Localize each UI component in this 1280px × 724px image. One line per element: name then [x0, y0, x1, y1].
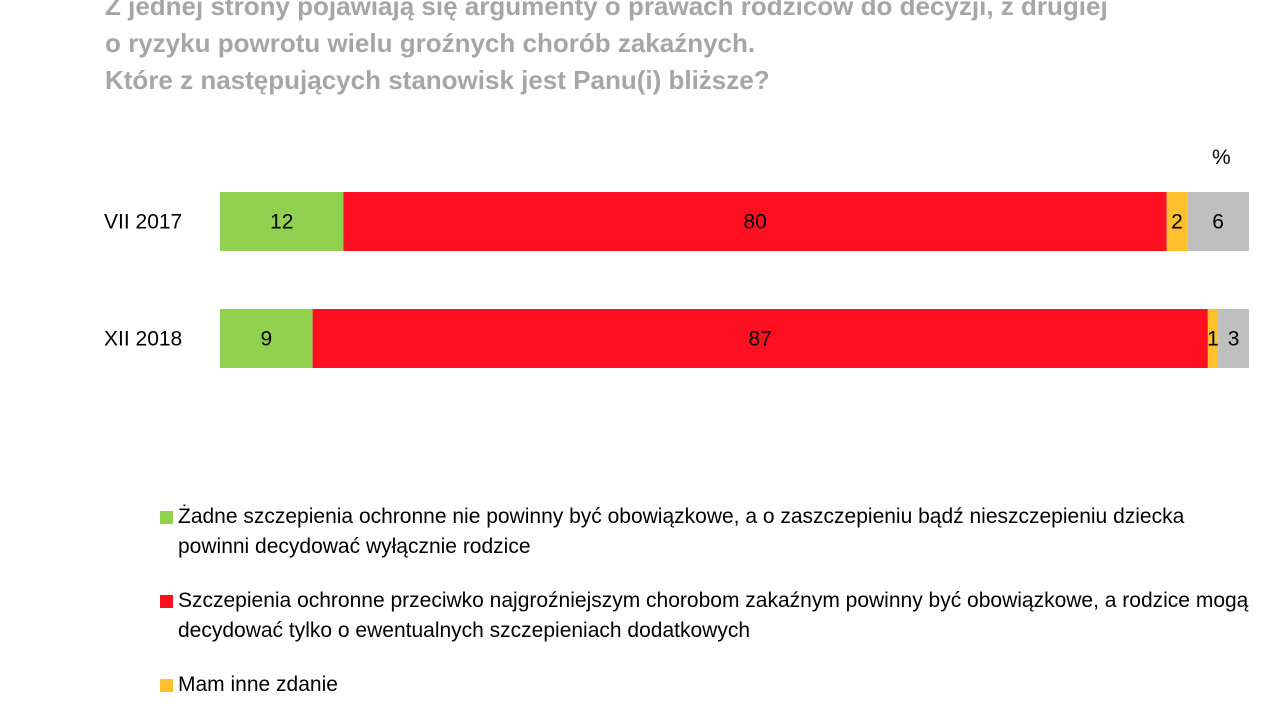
- bar-segment: [220, 192, 344, 251]
- bar-segment: [1187, 192, 1249, 251]
- legend-item-other-opinion: Mam inne zdanie: [160, 670, 1260, 700]
- legend-label: Szczepienia ochronne przeciwko najgroźni…: [178, 589, 1249, 642]
- title-line-2: o ryzyku powrotu wielu groźnych chorób z…: [105, 28, 756, 58]
- legend-swatch-yellow: [160, 679, 173, 692]
- data-label: 2: [1171, 211, 1183, 234]
- data-label: 6: [1212, 211, 1224, 234]
- bar-segment: [343, 192, 1167, 251]
- legend-item-mandatory: Szczepienia ochronne przeciwko najgroźni…: [160, 586, 1260, 646]
- bar-segment: [312, 309, 1208, 368]
- data-label: 12: [270, 211, 293, 234]
- data-label: 3: [1228, 328, 1240, 351]
- data-label: 1: [1207, 328, 1219, 351]
- data-label: 9: [260, 328, 272, 351]
- legend-item-no-mandatory: Żadne szczepienia ochronne nie powinny b…: [160, 502, 1260, 562]
- legend-swatch-green: [160, 511, 173, 524]
- bar-segment: [1207, 309, 1219, 368]
- bar-segment: [220, 309, 313, 368]
- data-label: 80: [743, 211, 766, 234]
- data-label: 87: [749, 328, 772, 351]
- category-label: VII 2017: [104, 211, 182, 234]
- legend-label: Mam inne zdanie: [178, 673, 338, 696]
- unit-label: %: [1212, 146, 1231, 169]
- legend-swatch-red: [160, 595, 173, 608]
- legend-label: Żadne szczepienia ochronne nie powinny b…: [178, 505, 1185, 558]
- legend: Żadne szczepienia ochronne nie powinny b…: [160, 502, 1260, 724]
- chart-title: Z jednej strony pojawiają się argumenty …: [105, 0, 1265, 99]
- title-line-1: Z jednej strony pojawiają się argumenty …: [105, 0, 1108, 21]
- title-line-3: Które z następujących stanowisk jest Pan…: [105, 65, 770, 95]
- category-label: XII 2018: [104, 328, 182, 351]
- bar-segment: [1166, 192, 1188, 251]
- bar-segment: [1218, 309, 1249, 368]
